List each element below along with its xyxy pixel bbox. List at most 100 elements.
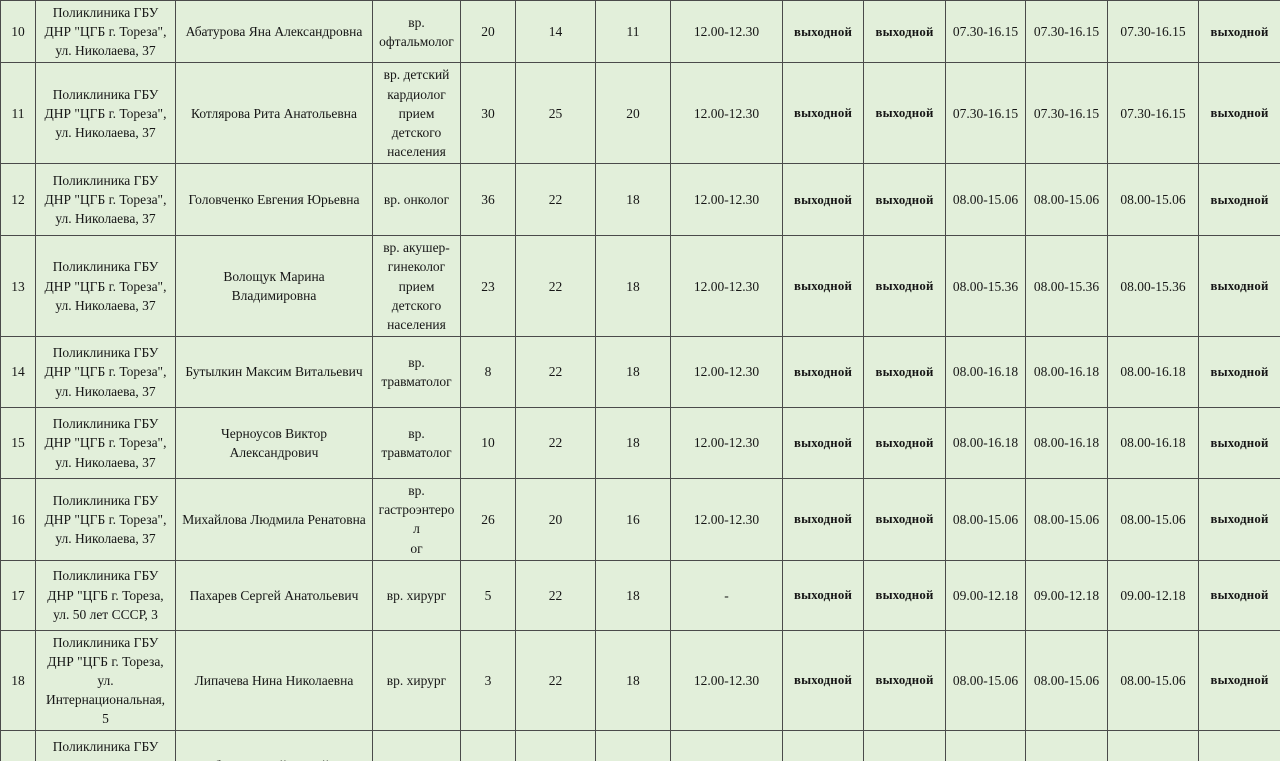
- specialty-cell: вр. акушер- гинеколог прием детского нас…: [372, 235, 461, 338]
- facility-cell: Поликлиника ГБУ ДНР "ЦГБ г. Тореза", ул.…: [35, 163, 176, 237]
- table-row: 17 Поликлиника ГБУ ДНР "ЦГБ г. Тореза, у…: [0, 559, 1280, 631]
- schedule-cell: выходной: [1198, 478, 1280, 561]
- doctor-name-cell: Пахарев Сергей Анатольевич: [175, 559, 373, 631]
- schedule-cell: 08.00-09.24: [1198, 730, 1280, 761]
- schedule-cell: 18: [595, 163, 671, 237]
- schedule-cell: 08.00-16.18: [1025, 336, 1108, 409]
- schedule-cell: 18: [595, 407, 671, 480]
- schedule-cell: 08.00-15.06: [1107, 478, 1199, 561]
- doctor-name-cell: Липачева Нина Николаевна: [175, 629, 373, 732]
- schedule-cell: 22: [515, 559, 596, 631]
- row-number-cell: 12: [0, 163, 36, 237]
- schedule-cell: выходной: [1198, 62, 1280, 165]
- schedule-cell: 12.00-12.30: [670, 62, 783, 165]
- table-row: 14 Поликлиника ГБУ ДНР "ЦГБ г. Тореза", …: [0, 336, 1280, 409]
- schedule-cell: выходной: [863, 235, 946, 338]
- schedule-cell: -: [670, 559, 783, 631]
- table-row: 19 Поликлиника ГБУ ДНР "ЦГБ г. Тореза", …: [0, 730, 1280, 761]
- schedule-cell: 08.00-15.06: [1107, 629, 1199, 732]
- facility-cell: Поликлиника ГБУ ДНР "ЦГБ г. Тореза", ул.…: [35, 0, 176, 64]
- schedule-cell: 07.30-16.15: [1107, 0, 1199, 64]
- schedule-cell: 30: [460, 62, 516, 165]
- specialty-cell: вр. онколог: [372, 163, 461, 237]
- schedule-cell: 08.00-09.22: [1025, 730, 1108, 761]
- schedule-cell: 26: [460, 478, 516, 561]
- schedule-cell: выходной: [782, 629, 864, 732]
- schedule-cell: выходной: [863, 730, 946, 761]
- schedule-cell: 18: [595, 235, 671, 338]
- schedule-cell: 09.00-12.18: [1025, 559, 1108, 631]
- schedule-cell: 18: [595, 559, 671, 631]
- facility-cell: Поликлиника ГБУ ДНР "ЦГБ г. Тореза", ул.…: [35, 478, 176, 561]
- facility-cell: Поликлиника ГБУ ДНР "ЦГБ г. Тореза, ул. …: [35, 559, 176, 631]
- schedule-cell: 08.00-16.18: [1107, 336, 1199, 409]
- facility-cell: Поликлиника ГБУ ДНР "ЦГБ г. Тореза", ул.…: [35, 730, 176, 761]
- schedule-cell: 20: [460, 0, 516, 64]
- schedule-cell: 10: [460, 407, 516, 480]
- table-row: 18 Поликлиника ГБУ ДНР "ЦГБ г. Тореза, у…: [0, 629, 1280, 732]
- row-number-cell: 17: [0, 559, 36, 631]
- doctor-name-cell: Котлярова Рита Анатольевна: [175, 62, 373, 165]
- row-number-cell: 14: [0, 336, 36, 409]
- schedule-cell: выходной: [782, 478, 864, 561]
- schedule-cell: 8: [460, 336, 516, 409]
- schedule-cell: 3: [460, 629, 516, 732]
- schedule-cell: 18: [595, 730, 671, 761]
- schedule-cell: 22: [515, 235, 596, 338]
- schedule-cell: выходной: [1198, 0, 1280, 64]
- specialty-cell: вр. хирург: [372, 559, 461, 631]
- doctor-name-cell: Воробьёв Андрей Михайлович: [175, 730, 373, 761]
- schedule-cell: 08.00-15.06: [945, 629, 1026, 732]
- schedule-cell: 08.00-15.06: [945, 478, 1026, 561]
- specialty-cell: вр. гастроэнтерол ог: [372, 478, 461, 561]
- schedule-cell: 16: [595, 478, 671, 561]
- schedule-cell: выходной: [1198, 235, 1280, 338]
- schedule-cell: выходной: [1198, 629, 1280, 732]
- schedule-cell: 08.00-16.18: [945, 407, 1026, 480]
- schedule-cell: выходной: [863, 407, 946, 480]
- schedule-cell: 07.30-16.15: [945, 0, 1026, 64]
- schedule-cell: выходной: [863, 336, 946, 409]
- schedule-cell: 14: [515, 0, 596, 64]
- doctor-name-cell: Абатурова Яна Александровна: [175, 0, 373, 64]
- doctor-name-cell: Волощук Марина Владимировна: [175, 235, 373, 338]
- table-row: 15 Поликлиника ГБУ ДНР "ЦГБ г. Тореза", …: [0, 407, 1280, 480]
- facility-cell: Поликлиника ГБУ ДНР "ЦГБ г. Тореза", ул.…: [35, 336, 176, 409]
- schedule-cell: 08.00-15.36: [1025, 235, 1108, 338]
- schedule-cell: 08.00-16.18: [1025, 407, 1108, 480]
- schedule-cell: 12.00-12.30: [670, 163, 783, 237]
- schedule-cell: 36: [460, 163, 516, 237]
- schedule-cell: 08.00-16.18: [945, 336, 1026, 409]
- row-number-cell: 18: [0, 629, 36, 732]
- row-number-cell: 10: [0, 0, 36, 64]
- schedule-cell: 25: [515, 62, 596, 165]
- schedule-cell: 09.00-12.18: [945, 559, 1026, 631]
- specialty-cell: вр. детский кардиолог прием детского нас…: [372, 62, 461, 165]
- schedule-cell: выходной: [863, 163, 946, 237]
- specialty-cell: вр. офтальмолог: [372, 0, 461, 64]
- schedule-cell: 08.00-16.18: [1107, 407, 1199, 480]
- schedule-cell: выходной: [1198, 559, 1280, 631]
- row-number-cell: 19: [0, 730, 36, 761]
- schedule-cell: выходной: [863, 629, 946, 732]
- schedule-cell: 09.00-12.18: [1107, 559, 1199, 631]
- schedule-cell: 08.00-15.06: [945, 163, 1026, 237]
- schedule-cell: -: [670, 730, 783, 761]
- schedule-cell: 08.00-15.36: [945, 235, 1026, 338]
- schedule-cell: 12.00-12.30: [670, 407, 783, 480]
- schedule-cell: 18: [595, 629, 671, 732]
- facility-cell: Поликлиника ГБУ ДНР "ЦГБ г. Тореза, ул. …: [35, 629, 176, 732]
- schedule-cell: выходной: [863, 62, 946, 165]
- schedule-cell: 20: [515, 478, 596, 561]
- schedule-cell: 07.30-16.15: [1107, 62, 1199, 165]
- facility-cell: Поликлиника ГБУ ДНР "ЦГБ г. Тореза", ул.…: [35, 407, 176, 480]
- specialty-cell: вр. травматолог: [372, 407, 461, 480]
- row-number-cell: 11: [0, 62, 36, 165]
- schedule-cell: 08.00-09.22: [1107, 730, 1199, 761]
- schedule-cell: выходной: [782, 163, 864, 237]
- schedule-cell: 08.00-15.06: [1025, 629, 1108, 732]
- schedule-cell: 5: [460, 559, 516, 631]
- schedule-cell: 18: [595, 336, 671, 409]
